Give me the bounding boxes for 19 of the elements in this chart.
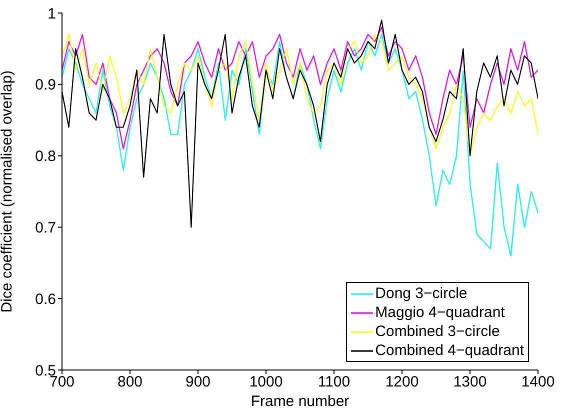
y-tick-label: 1 <box>48 5 56 22</box>
y-tick-label: 0.9 <box>35 76 56 94</box>
y-tick-label: 0.6 <box>35 290 56 308</box>
x-tick-label: 1200 <box>385 374 419 391</box>
y-tick-label: 0.7 <box>35 220 56 237</box>
x-tick-label: 1300 <box>453 374 487 391</box>
y-tick-label: 0.8 <box>35 148 56 166</box>
x-tick-label: 800 <box>117 374 143 391</box>
y-axis-title: Dice coefficient (normalised overlap) <box>0 70 16 313</box>
x-tick-label: 1000 <box>249 374 283 391</box>
x-axis-title: Frame number <box>250 393 350 408</box>
line-series <box>62 34 538 256</box>
x-tick-label: 1400 <box>521 374 555 391</box>
legend-label: Combined 3−circle <box>375 322 500 341</box>
legend-label: Maggio 4−quadrant <box>375 303 505 322</box>
x-tick-label: 1100 <box>318 374 350 391</box>
legend-label: Dong 3−circle <box>375 284 468 303</box>
legend-label: Combined 4−quadrant <box>375 341 524 360</box>
x-tick-label: 900 <box>185 374 211 391</box>
